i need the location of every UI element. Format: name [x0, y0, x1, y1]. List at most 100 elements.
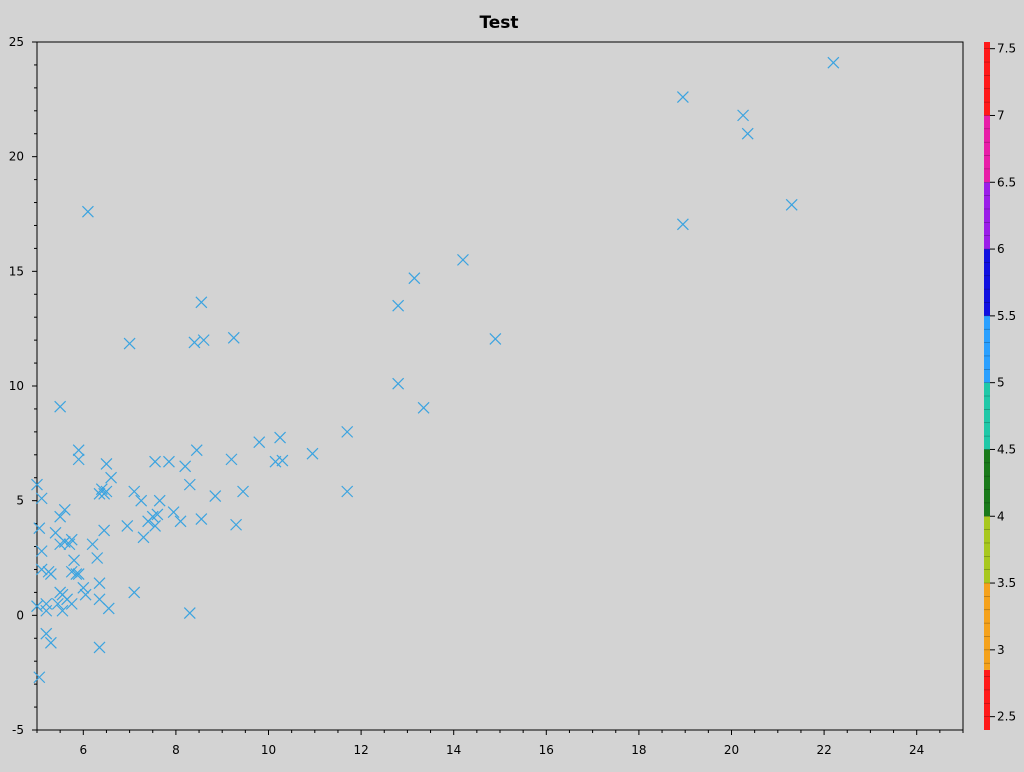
data-point-stroke: [105, 471, 118, 484]
data-point: [137, 531, 150, 544]
data-point-stroke: [827, 56, 840, 69]
y-tick-label: 10: [9, 379, 24, 393]
data-point-stroke: [183, 607, 196, 619]
x-tick-label: 6: [79, 743, 87, 757]
data-point: [72, 568, 85, 580]
data-point: [70, 568, 83, 580]
data-point-stroke: [49, 526, 62, 539]
data-point: [100, 458, 113, 470]
data-point: [72, 444, 85, 457]
y-tick-label: 20: [9, 150, 24, 164]
data-point: [77, 581, 90, 594]
data-point: [54, 538, 67, 551]
data-point-stroke: [58, 503, 71, 516]
colorbar-tick-label: 5: [997, 376, 1005, 390]
data-point-stroke: [35, 492, 48, 505]
data-point-stroke: [65, 565, 78, 578]
x-tick-label: 14: [446, 743, 461, 757]
data-point-stroke: [128, 485, 141, 498]
colorbar-tick-label: 7: [997, 108, 1005, 122]
data-point: [79, 588, 92, 601]
data-point: [93, 641, 106, 654]
data-point-stroke: [121, 519, 134, 532]
colorbar-segment: [984, 583, 990, 670]
data-point: [827, 56, 840, 69]
colorbar-tick-label: 2.5: [997, 710, 1016, 724]
data-point: [123, 337, 136, 350]
data-point-stroke: [31, 478, 43, 491]
colorbar-segment: [984, 449, 990, 517]
y-tick-label: 0: [16, 608, 24, 622]
data-point: [86, 538, 99, 551]
data-point-stroke: [72, 444, 85, 457]
colorbar-segment: [984, 669, 990, 730]
colorbar-tick-label: 4.5: [997, 442, 1016, 456]
data-point-stroke: [167, 506, 180, 519]
data-point: [230, 518, 243, 531]
data-point-stroke: [135, 494, 148, 507]
data-point: [197, 334, 210, 347]
data-point: [227, 331, 240, 344]
data-point-stroke: [72, 568, 85, 580]
data-point: [741, 127, 754, 140]
data-point-stroke: [341, 485, 354, 498]
data-point: [65, 597, 78, 610]
data-point-stroke: [149, 519, 161, 532]
colorbar-tick-label: 3.5: [997, 576, 1016, 590]
data-point: [58, 503, 71, 516]
data-point: [149, 455, 161, 468]
data-point-stroke: [40, 597, 53, 610]
data-point-stroke: [190, 444, 203, 457]
data-point-stroke: [95, 483, 108, 496]
data-point: [274, 431, 286, 444]
data-point: [167, 506, 180, 519]
data-point-stroke: [56, 604, 69, 617]
y-axis: -5 0 5 10 15 20 25: [9, 35, 37, 737]
colorbar-segment: [984, 516, 990, 584]
data-point: [174, 515, 187, 528]
colorbar-tick-label: 5.5: [997, 309, 1016, 323]
data-point-stroke: [72, 453, 85, 466]
data-point-stroke: [98, 524, 111, 537]
x-tick-label: 16: [539, 743, 554, 757]
colorbar-tick-label: 4: [997, 509, 1005, 523]
data-point-stroke: [183, 478, 196, 491]
data-point-stroke: [65, 597, 78, 610]
colorbar-tick-label: 7.5: [997, 42, 1016, 56]
data-point-stroke: [40, 627, 53, 640]
data-point: [56, 604, 69, 617]
data-point-stroke: [306, 447, 319, 460]
data-point-stroke: [93, 593, 106, 606]
data-point-stroke: [151, 508, 164, 521]
data-point: [35, 563, 48, 576]
data-point: [153, 494, 166, 507]
data-point-stroke: [741, 127, 754, 140]
colorbar-tick-label: 6.5: [997, 175, 1016, 189]
data-point: [33, 671, 46, 684]
chart-title: Test: [479, 13, 518, 33]
data-point-stroke: [100, 485, 113, 498]
data-point-stroke: [33, 522, 46, 535]
data-point-stroke: [54, 510, 67, 523]
data-point: [676, 218, 689, 231]
data-point: [408, 272, 421, 285]
data-point: [128, 586, 141, 599]
data-point: [44, 636, 57, 649]
data-point: [128, 485, 141, 498]
x-tick-label: 10: [261, 743, 276, 757]
data-point-stroke: [179, 460, 192, 473]
data-point: [68, 554, 80, 567]
data-point: [31, 600, 43, 613]
x-tick-label: 12: [353, 743, 368, 757]
colorbar-tick-label: 6: [997, 242, 1005, 256]
data-point-stroke: [195, 513, 208, 525]
data-point-stroke: [54, 538, 67, 551]
data-point: [163, 455, 175, 468]
x-axis: 6 8 10 12 14 16 18 20 22 24: [36, 730, 964, 757]
data-point-stroke: [65, 533, 78, 546]
data-point: [51, 597, 64, 610]
data-point: [40, 627, 53, 640]
data-markers: [31, 56, 840, 684]
data-point-stroke: [54, 400, 67, 413]
data-point: [151, 508, 164, 521]
